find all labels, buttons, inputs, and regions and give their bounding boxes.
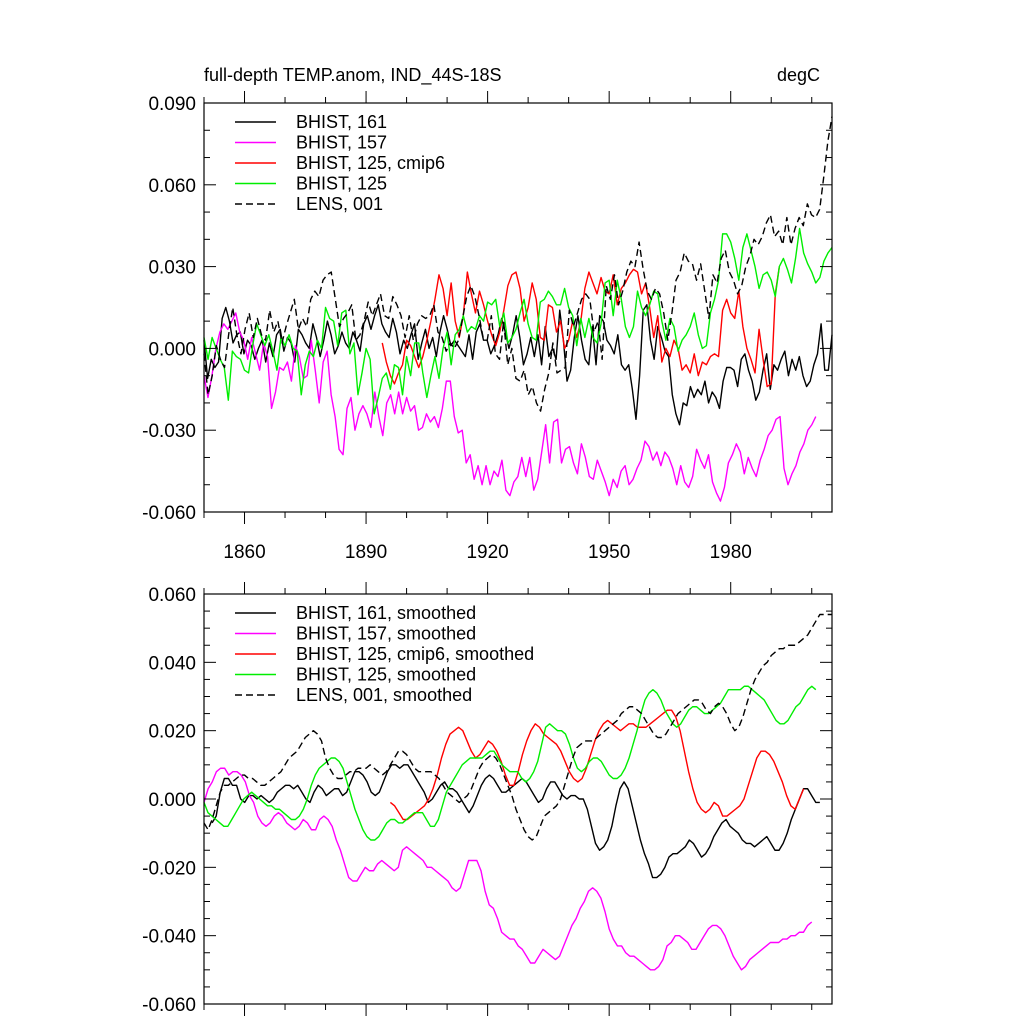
legend-label: BHIST, 157 (296, 133, 387, 153)
series-line-bhist-157 (203, 312, 817, 502)
y-tick-label: -0.060 (142, 503, 196, 524)
y-tick-label: 0.000 (148, 339, 196, 360)
x-tick-label: 1860 (223, 542, 265, 563)
legend-label: BHIST, 125, cmip6 (296, 153, 445, 173)
legend-label: BHIST, 161 (296, 112, 387, 132)
y-tick-label: 0.000 (148, 790, 196, 811)
legend-label: BHIST, 125 (296, 174, 387, 194)
legend-label: LENS, 001 (296, 194, 383, 214)
plot-title-right: degC (777, 65, 820, 85)
legend-label: BHIST, 125, smoothed (296, 665, 476, 685)
y-tick-label: -0.030 (142, 421, 196, 442)
series-line-lens-001-smoothed (203, 613, 832, 841)
legend-label: LENS, 001, smoothed (296, 685, 472, 705)
legend-label: BHIST, 125, cmip6, smoothed (296, 644, 534, 664)
series-line-bhist-125 (203, 227, 833, 415)
plot-title-left: full-depth TEMP.anom, IND_44S-18S (204, 65, 502, 86)
y-tick-label: 0.060 (148, 176, 196, 197)
y-tick-label: 0.060 (148, 585, 196, 606)
x-tick-label: 1920 (466, 542, 508, 563)
bottom-panel: -0.060 -0.040 -0.020 0.000 0.020 0.040 0.060 BH… (142, 582, 833, 1016)
series-line-bhist-161-smoothed (211, 764, 820, 879)
y-tick-label: 0.020 (148, 722, 196, 743)
series-line-bhist-161 (203, 304, 833, 426)
axes-frame (203, 102, 833, 513)
y-tick-label: 0.040 (148, 653, 196, 674)
y-tick-label: 0.090 (148, 94, 196, 115)
y-tick-label: -0.060 (142, 995, 196, 1016)
legend-label: BHIST, 161, smoothed (296, 603, 476, 623)
x-tick-label: 1980 (710, 542, 752, 563)
series-line-bhist-157-smoothed (203, 767, 813, 971)
y-tick-label: -0.020 (142, 858, 196, 879)
series-line-bhist-125-smoothed (203, 685, 817, 841)
x-tick-label: 1890 (345, 542, 387, 563)
y-tick-label: -0.040 (142, 927, 196, 948)
series-line-bhist-125-cmip6-smoothed (389, 709, 805, 821)
y-tick-label: 0.030 (148, 258, 196, 279)
top-panel: -0.060 -0.030 0.000 0.030 0.060 0.090 1860 1890… (142, 91, 833, 563)
legend-label: BHIST, 157, smoothed (296, 624, 476, 644)
series-line-lens-001 (203, 116, 833, 412)
x-tick-label: 1950 (588, 542, 630, 563)
